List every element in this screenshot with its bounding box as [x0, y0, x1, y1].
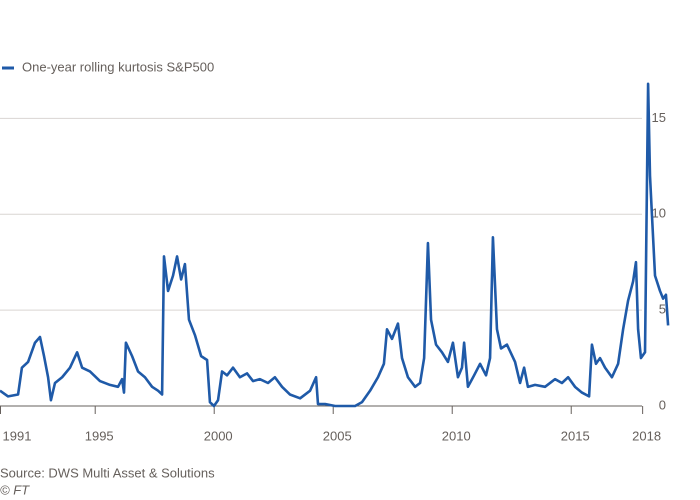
y-tick-label: 15	[652, 110, 666, 125]
x-tick-label: 1995	[85, 428, 114, 443]
legend-label: One-year rolling kurtosis S&P500	[22, 59, 214, 74]
x-tick-label: 2000	[204, 428, 233, 443]
y-tick-label: 10	[652, 206, 666, 221]
x-tick-label: 2015	[561, 428, 590, 443]
data-line	[0, 82, 670, 408]
x-tick-label: 2005	[323, 428, 352, 443]
source: Source: DWS Multi Asset & Solutions	[0, 465, 215, 480]
x-tick-label: 2010	[442, 428, 471, 443]
x-tick-label: 2018	[632, 428, 661, 443]
y-tick-label: 0	[659, 397, 666, 412]
x-tick-label: 1991	[3, 428, 32, 443]
credit: © FT	[0, 482, 30, 497]
y-tick-label: 5	[659, 302, 666, 317]
